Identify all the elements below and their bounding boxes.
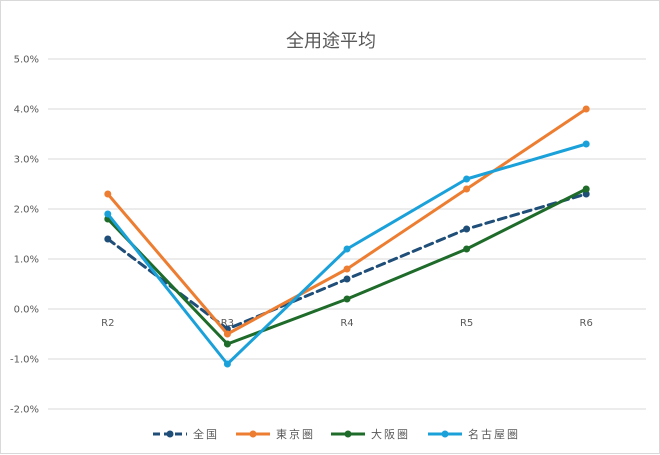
data-point [463, 185, 471, 193]
series-line [106, 142, 588, 366]
legend-marker [441, 430, 449, 438]
legend-label: 全国 [193, 427, 219, 441]
y-tick-label: 5.0% [14, 55, 39, 66]
legend-marker [249, 430, 257, 438]
data-point [343, 275, 351, 283]
series-1 [104, 190, 590, 333]
legend-item: 大阪圏 [331, 427, 410, 441]
legend-item: 名古屋圏 [428, 427, 520, 441]
data-point [582, 185, 590, 193]
data-point [104, 210, 112, 218]
data-point [463, 175, 471, 183]
x-tick-label: R3 [221, 318, 234, 329]
series-2 [104, 105, 590, 338]
data-point [582, 140, 590, 148]
legend-item: 東京圏 [236, 427, 315, 441]
grid-lines [48, 58, 646, 410]
data-point [582, 190, 590, 198]
x-tick-label: R6 [580, 318, 593, 329]
data-point [104, 190, 112, 198]
y-tick-label: 0.0% [14, 305, 39, 316]
series-layer [104, 105, 590, 368]
y-tick-label: -2.0% [10, 405, 39, 416]
data-point [463, 225, 471, 233]
series-4 [104, 140, 590, 368]
legend-label: 大阪圏 [371, 427, 410, 441]
data-point [463, 245, 471, 253]
y-tick-label: -1.0% [10, 355, 39, 366]
y-axis-tick-labels: 5.0% 4.0% 3.0% 2.0% 1.0% 0.0% -1.0% -2.0% [10, 55, 39, 416]
data-point [223, 360, 231, 368]
data-point [104, 235, 112, 243]
legend: 全国 東京圏 大阪圏 名古屋圏 [153, 427, 520, 441]
legend-marker [166, 430, 174, 438]
y-tick-label: 3.0% [14, 155, 39, 166]
legend-label: 名古屋圏 [468, 427, 520, 441]
y-tick-label: 2.0% [14, 205, 39, 216]
y-tick-label: 1.0% [14, 255, 39, 266]
legend-label: 東京圏 [276, 427, 315, 441]
y-tick-label: 4.0% [14, 105, 39, 116]
data-point [343, 295, 351, 303]
data-point [582, 105, 590, 113]
legend-marker [344, 430, 352, 438]
data-point [223, 340, 231, 348]
x-tick-label: R2 [101, 318, 114, 329]
legend-item: 全国 [153, 427, 219, 441]
x-tick-label: R5 [460, 318, 473, 329]
data-point [223, 330, 231, 338]
x-tick-label: R4 [340, 318, 353, 329]
data-point [343, 245, 351, 253]
x-axis-tick-labels: R2 R3 R4 R5 R6 [101, 318, 593, 329]
data-point [343, 265, 351, 273]
chart-title: 全用途平均 [286, 31, 376, 52]
